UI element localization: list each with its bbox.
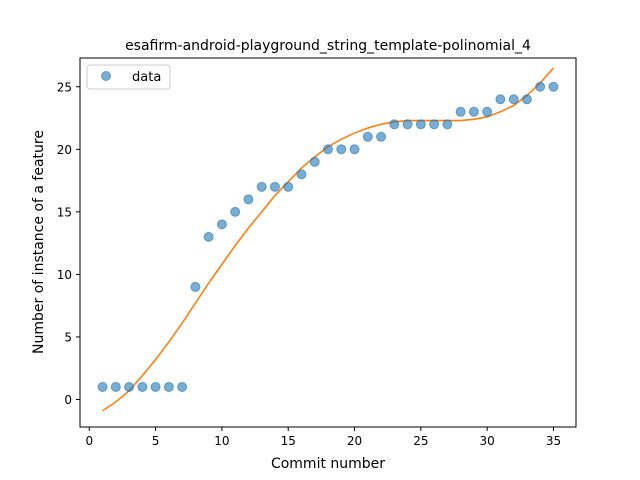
data-point [230, 206, 241, 217]
data-point [521, 94, 532, 105]
y-tick-label: 25 [57, 80, 72, 94]
legend-frame [86, 64, 171, 90]
x-tick-label: 0 [85, 434, 93, 448]
data-point [455, 106, 466, 117]
data-point [163, 381, 174, 392]
legend-marker [101, 71, 111, 81]
data-point [323, 144, 333, 155]
plot-area [79, 57, 577, 428]
data-point [548, 81, 559, 92]
x-tick-label: 35 [546, 434, 561, 448]
data-point [349, 144, 360, 155]
data-point [269, 181, 280, 192]
data-point [177, 381, 188, 392]
x-tick-label: 25 [413, 434, 428, 448]
data-point [508, 94, 519, 105]
data-point [468, 106, 479, 117]
data-point [415, 119, 426, 130]
data-point [124, 381, 135, 392]
data-point [203, 231, 214, 242]
data-point [137, 381, 148, 392]
data-point [283, 181, 294, 192]
data-point [389, 119, 400, 130]
data-point [296, 169, 307, 180]
data-point [309, 156, 320, 167]
y-axis: 0 5 10 15 20 25 [57, 80, 80, 407]
x-tick-label: 15 [281, 434, 296, 448]
x-axis: 0 5 10 15 20 25 30 35 [85, 427, 561, 448]
data-point [442, 119, 453, 130]
data-point [376, 131, 387, 142]
legend: data [86, 64, 171, 90]
y-tick-label: 5 [64, 330, 72, 344]
data-point [362, 131, 373, 142]
plot-background [80, 58, 576, 427]
data-point [110, 381, 121, 392]
data-point [97, 381, 108, 392]
chart-title: esafirm-android-playground_string_templa… [125, 38, 531, 54]
x-tick-label: 20 [347, 434, 362, 448]
x-tick-label: 30 [480, 434, 495, 448]
data-point [535, 81, 546, 92]
data-point [402, 119, 413, 130]
y-tick-label: 0 [64, 393, 72, 407]
x-tick-label: 10 [214, 434, 229, 448]
data-point [150, 381, 161, 392]
data-point [482, 106, 493, 117]
data-point [336, 144, 347, 155]
plot-frame [79, 57, 577, 428]
data-point [216, 219, 227, 230]
x-axis-label: Commit number [271, 456, 385, 472]
data-point [190, 281, 201, 292]
y-axis-label: Number of instance of a feature [31, 130, 47, 354]
legend-label: data [132, 70, 161, 85]
y-tick-label: 15 [57, 205, 72, 219]
x-tick-label: 5 [152, 434, 160, 448]
data-point [243, 194, 254, 205]
y-tick-label: 10 [57, 268, 72, 282]
y-tick-label: 20 [57, 143, 72, 157]
data-point [429, 119, 440, 130]
data-point [495, 94, 506, 105]
data-point [256, 181, 267, 192]
